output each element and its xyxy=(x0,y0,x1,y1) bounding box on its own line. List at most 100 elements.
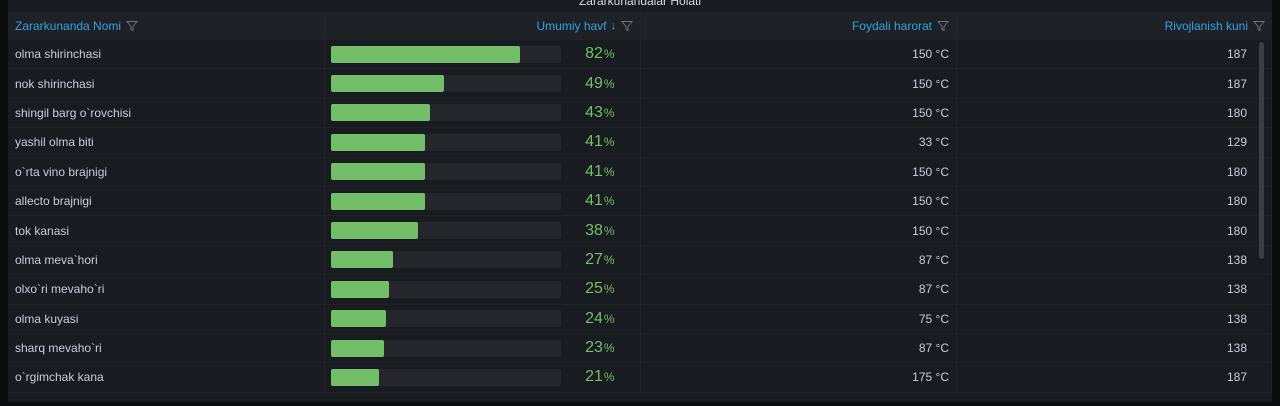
days-value: 138 xyxy=(1226,341,1247,356)
days-value: 180 xyxy=(1226,105,1247,120)
pest-name: nok shirinchasi xyxy=(15,76,95,91)
risk-unit: % xyxy=(603,282,615,297)
cell-risk-gauge: 49% xyxy=(325,69,641,98)
cell-name: sharq mevaho`ri xyxy=(8,333,325,363)
gauge-track xyxy=(331,133,562,151)
temperature-value: 75 °C xyxy=(918,311,949,326)
cell-temperature: 87 °C xyxy=(641,245,957,275)
temperature-value: 175 °C xyxy=(912,370,949,385)
cell-name: shingil barg o`rovchisi xyxy=(8,98,325,128)
table-row: sharq mevaho`ri 23% 87 °C 138 xyxy=(8,333,1272,364)
gauge-value: 82% xyxy=(585,45,633,63)
risk-value: 25 xyxy=(585,280,603,298)
cell-name: o`rgimchak kana xyxy=(8,363,325,392)
gauge-track xyxy=(331,339,562,357)
pest-name: shingil barg o`rovchisi xyxy=(15,105,132,120)
days-value: 180 xyxy=(1226,194,1247,209)
cell-risk-gauge: 23% xyxy=(325,333,641,363)
cell-days: 180 xyxy=(957,186,1272,216)
cell-days: 187 xyxy=(957,40,1272,69)
cell-days: 138 xyxy=(957,245,1272,275)
column-label: Umumiy havf xyxy=(536,19,607,33)
temperature-value: 150 °C xyxy=(912,105,949,120)
temperature-value: 150 °C xyxy=(912,223,949,238)
column-label: Foydali harorat xyxy=(851,19,932,33)
gauge-track xyxy=(331,75,562,93)
gauge-value: 24% xyxy=(585,310,633,328)
cell-risk-gauge: 27% xyxy=(325,245,641,275)
table-row: olma shirinchasi 82% 150 °C 187 xyxy=(8,40,1272,70)
gauge-track xyxy=(331,222,562,240)
column-header-temperature[interactable]: Foydali harorat xyxy=(641,12,957,40)
cell-days: 138 xyxy=(957,304,1272,333)
cell-temperature: 87 °C xyxy=(641,333,957,363)
gauge-fill xyxy=(331,339,384,357)
cell-name: tok kanasi xyxy=(8,216,325,245)
cell-temperature: 150 °C xyxy=(641,157,957,186)
gauge-fill xyxy=(331,163,426,181)
gauge-fill xyxy=(331,45,520,63)
table-row: o`rgimchak kana 21% 175 °C 187 xyxy=(8,363,1272,393)
cell-temperature: 150 °C xyxy=(641,69,957,98)
cell-risk-gauge: 24% xyxy=(325,304,641,333)
cell-temperature: 87 °C xyxy=(641,275,957,304)
days-value: 180 xyxy=(1226,223,1247,238)
pest-name: olma kuyasi xyxy=(15,311,79,326)
column-header-days[interactable]: Rivojlanish kuni xyxy=(957,12,1272,40)
days-value: 180 xyxy=(1226,164,1247,179)
filter-icon[interactable] xyxy=(1253,20,1265,32)
pest-name: o`rta vino brajnigi xyxy=(15,164,108,179)
cell-days: 138 xyxy=(957,275,1272,304)
gauge-track xyxy=(331,280,562,298)
gauge-value: 27% xyxy=(585,251,633,269)
risk-value: 27 xyxy=(585,250,603,268)
cell-days: 180 xyxy=(957,216,1272,245)
gauge-fill xyxy=(331,280,389,298)
gauge-track xyxy=(331,45,562,63)
pest-name: yashil olma biti xyxy=(15,135,94,150)
risk-unit: % xyxy=(603,135,615,150)
pest-name: olma meva`hori xyxy=(15,252,98,267)
gauge-value: 41% xyxy=(585,133,633,151)
risk-value: 41 xyxy=(585,133,603,151)
cell-name: o`rta vino brajnigi xyxy=(8,157,325,186)
gauge-fill xyxy=(331,104,430,122)
gauge-fill xyxy=(331,133,426,151)
filter-icon[interactable] xyxy=(621,20,633,32)
table-row: olma meva`hori 27% 87 °C 138 xyxy=(8,245,1272,276)
days-value: 129 xyxy=(1226,135,1247,150)
table-row: shingil barg o`rovchisi 43% 150 °C 180 xyxy=(8,98,1272,129)
cell-temperature: 33 °C xyxy=(641,128,957,157)
table-body: olma shirinchasi 82% 150 °C 187 nok shir… xyxy=(8,40,1272,393)
risk-unit: % xyxy=(603,252,615,267)
gauge-track xyxy=(331,310,562,328)
risk-value: 82 xyxy=(585,45,603,63)
cell-risk-gauge: 41% xyxy=(325,128,641,157)
risk-value: 41 xyxy=(585,192,603,210)
vertical-scrollbar[interactable] xyxy=(1259,42,1264,259)
filter-icon[interactable] xyxy=(937,20,949,32)
cell-temperature: 150 °C xyxy=(641,216,957,245)
risk-value: 21 xyxy=(585,368,603,386)
cell-risk-gauge: 41% xyxy=(325,157,641,186)
risk-unit: % xyxy=(603,341,615,356)
cell-name: nok shirinchasi xyxy=(8,69,325,98)
risk-unit: % xyxy=(603,194,615,209)
filter-icon[interactable] xyxy=(126,20,139,32)
risk-unit: % xyxy=(603,76,615,91)
gauge-value: 49% xyxy=(585,75,633,93)
temperature-value: 33 °C xyxy=(918,135,949,150)
cell-temperature: 150 °C xyxy=(641,98,957,128)
gauge-track xyxy=(331,368,562,386)
risk-value: 38 xyxy=(585,221,603,239)
cell-risk-gauge: 38% xyxy=(325,216,641,245)
temperature-value: 87 °C xyxy=(918,252,949,267)
column-header-name[interactable]: Zararkunanda Nomi xyxy=(8,12,325,40)
temperature-value: 87 °C xyxy=(918,282,949,297)
table-row: tok kanasi 38% 150 °C 180 xyxy=(8,216,1272,246)
column-header-risk[interactable]: Umumiy havf ↓ xyxy=(325,12,641,40)
risk-unit: % xyxy=(603,370,615,385)
pest-name: o`rgimchak kana xyxy=(15,370,104,385)
pest-name: olxo`ri mevaho`ri xyxy=(15,282,105,297)
temperature-value: 87 °C xyxy=(918,341,949,356)
